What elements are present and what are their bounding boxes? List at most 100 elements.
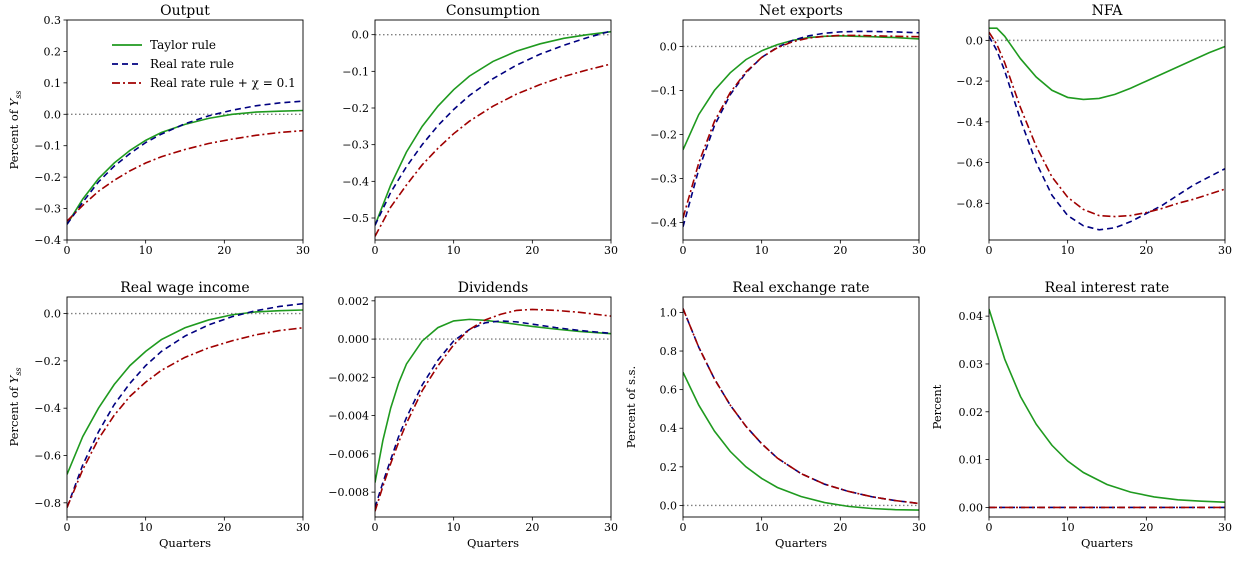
legend-label: Real rate rule — [150, 57, 234, 71]
x-tick-label: 0 — [372, 521, 379, 534]
y-tick-label: 0.1 — [44, 77, 62, 90]
y-tick-label: −0.8 — [34, 497, 61, 510]
panel-nfa: NFA 0 10 20 30 −0.8 −0.6 −0.4 −0.2 0.0 — [956, 3, 1232, 257]
y-tick-label: −0.006 — [328, 448, 369, 461]
x-tick-label: 0 — [372, 244, 379, 257]
x-tick-label: 30 — [1218, 521, 1232, 534]
y-tick-label: 0.3 — [44, 14, 62, 27]
y-tick-label: 0.00 — [959, 501, 984, 514]
y-tick-label: 0.6 — [660, 384, 678, 397]
plot-frame — [66, 296, 304, 518]
x-tick-label: 20 — [525, 244, 539, 257]
panel-dividends: Dividends 0 10 20 30 −0.008 −0.006 −0.004 −0.002… — [328, 280, 618, 550]
y-tick-label: 0.0 — [660, 40, 678, 53]
x-axis-label: Quarters — [775, 536, 827, 550]
y-tick-label: −0.2 — [956, 75, 983, 88]
y-tick-label: −0.002 — [328, 371, 369, 384]
panel-title: Real exchange rate — [732, 280, 869, 296]
x-tick-label: 0 — [986, 521, 993, 534]
panel-real-exchange-rate: Real exchange rate 0 10 20 30 0.0 0.2 0.4 0.6 0.8… — [624, 280, 926, 550]
y-tick-label: 0.04 — [959, 310, 984, 323]
series-line-real-rate-rule-chi — [989, 31, 1225, 218]
y-tick-label: 0.0 — [44, 108, 62, 121]
legend: Taylor rule Real rate rule Real rate rule … — [112, 38, 296, 90]
series-line-real-rate-rule — [67, 302, 303, 508]
x-tick-label: 30 — [604, 244, 618, 257]
x-tick-label: 0 — [64, 244, 71, 257]
y-tick-label: −0.1 — [342, 65, 369, 78]
x-tick-label: 10 — [139, 521, 153, 534]
plot-frame — [374, 19, 612, 241]
x-tick-label: 10 — [755, 521, 769, 534]
series-line-real-rate-rule-chi — [683, 308, 919, 505]
plot-frame — [66, 19, 304, 241]
series-line-taylor-rule — [375, 30, 611, 226]
y-tick-label: −0.3 — [34, 203, 61, 216]
y-tick-label: 0.02 — [959, 406, 984, 419]
y-tick-label: 0.0 — [352, 29, 370, 42]
series-line-real-rate-rule — [67, 100, 303, 225]
x-tick-label: 20 — [833, 521, 847, 534]
series-line-real-rate-rule-chi — [683, 34, 919, 219]
series-line-taylor-rule — [683, 35, 919, 151]
x-tick-label: 10 — [1061, 521, 1075, 534]
series-line-real-rate-rule — [683, 308, 919, 505]
plot-frame — [682, 19, 920, 241]
panel-real-interest-rate: Real interest rate 0 10 20 30 0.00 0.01 0.02 0.0… — [930, 280, 1232, 550]
panel-output: Output 0 10 20 30 −0.4 −0.3 −0.2 −0.1 0.0 0.1 0.2 0.… — [7, 3, 310, 257]
x-tick-label: 20 — [833, 244, 847, 257]
x-tick-label: 20 — [525, 521, 539, 534]
y-tick-label: −0.008 — [328, 486, 369, 499]
y-tick-label: 0.03 — [959, 358, 984, 371]
y-tick-label: 1.0 — [660, 306, 678, 319]
panel-title: Consumption — [446, 3, 540, 19]
series-line-taylor-rule — [67, 109, 303, 225]
x-tick-label: 0 — [986, 244, 993, 257]
y-tick-label: −0.6 — [34, 449, 61, 462]
x-tick-label: 10 — [447, 244, 461, 257]
y-tick-label: −0.4 — [650, 216, 677, 229]
y-axis-label: Percent — [930, 384, 944, 429]
x-tick-label: 10 — [139, 244, 153, 257]
y-tick-label: −0.2 — [34, 355, 61, 368]
panel-title: Real wage income — [120, 280, 249, 296]
x-tick-label: 20 — [217, 521, 231, 534]
series-line-real-rate-rule-chi — [375, 308, 611, 512]
series-line-taylor-rule — [989, 308, 1225, 503]
series-line-real-rate-rule — [683, 30, 919, 228]
series-line-real-rate-rule — [989, 35, 1225, 231]
y-tick-label: −0.2 — [650, 128, 677, 141]
x-tick-label: 0 — [680, 244, 687, 257]
x-tick-label: 30 — [604, 521, 618, 534]
y-tick-label: 0.0 — [660, 499, 678, 512]
x-axis-label: Quarters — [159, 536, 211, 550]
y-tick-label: 0.01 — [959, 454, 984, 467]
panel-consumption: Consumption 0 10 20 30 −0.5 −0.4 −0.3 −0.2 −0.1 0.… — [342, 3, 618, 257]
panel-title: Real interest rate — [1045, 280, 1170, 296]
panel-title: NFA — [1092, 3, 1124, 19]
x-tick-label: 20 — [1139, 521, 1153, 534]
panel-title: Net exports — [759, 3, 843, 19]
y-tick-label: −0.4 — [34, 234, 61, 247]
y-tick-label: −0.4 — [34, 402, 61, 415]
y-tick-label: −0.3 — [650, 172, 677, 185]
x-tick-label: 20 — [1139, 244, 1153, 257]
legend-label: Real rate rule + χ = 0.1 — [150, 76, 296, 90]
panel-real-wage-income: Real wage income 0 10 20 30 −0.8 −0.6 −0.4 −0.2 0… — [7, 280, 310, 550]
y-tick-label: 0.002 — [338, 295, 370, 308]
x-tick-label: 10 — [447, 521, 461, 534]
y-tick-label: −0.8 — [956, 197, 983, 210]
y-axis-label: Percent of Yss — [7, 90, 23, 169]
plot-frame — [374, 296, 612, 518]
y-axis-label: Percent of Yss — [7, 367, 23, 446]
x-tick-label: 10 — [755, 244, 769, 257]
legend-label: Taylor rule — [150, 38, 216, 52]
plot-frame — [988, 19, 1226, 241]
series-line-taylor-rule — [67, 309, 303, 475]
y-tick-label: 0.2 — [44, 45, 62, 58]
x-tick-label: 0 — [64, 521, 71, 534]
y-tick-label: −0.4 — [342, 175, 369, 188]
panel-title: Output — [160, 3, 210, 19]
